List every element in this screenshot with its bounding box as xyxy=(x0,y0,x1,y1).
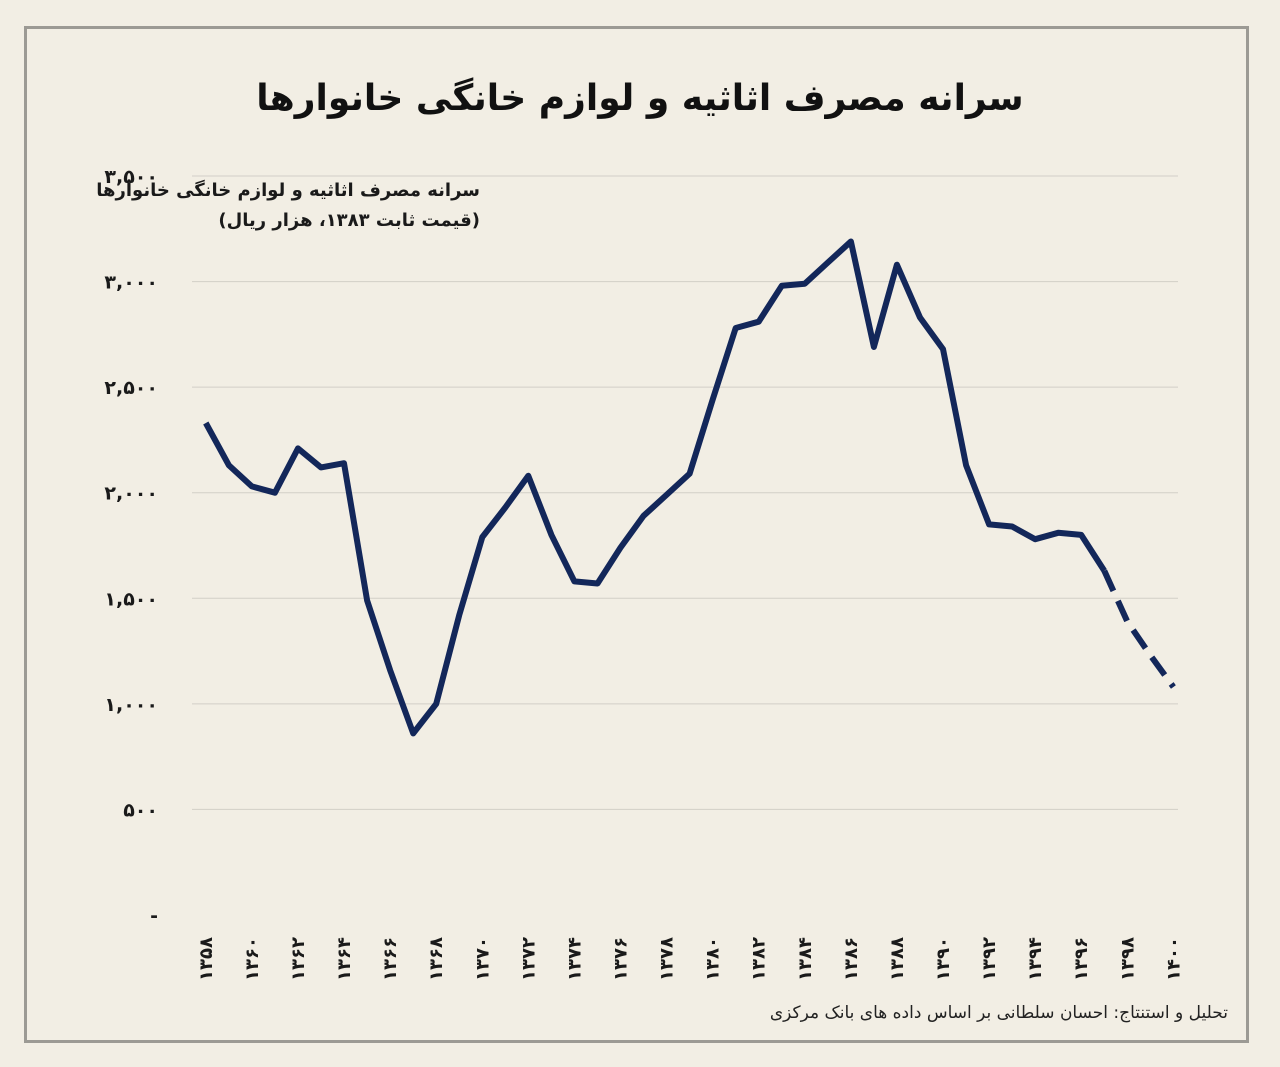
x-tick-label: ۱۳۸۶ xyxy=(841,937,862,981)
x-tick-label: ۱۳۶۰ xyxy=(242,937,263,981)
x-tick-label: ۱۴۰۰ xyxy=(1163,937,1184,981)
y-tick-label: ۵۰۰ xyxy=(123,799,158,821)
source-note: تحلیل و استنتاج: احسان سلطانی بر اساس دا… xyxy=(769,1003,1228,1023)
y-tick-label: ۳,۵۰۰ xyxy=(104,166,158,188)
y-tick-label: ۱,۵۰۰ xyxy=(104,588,158,610)
inner-label-line2: (قیمت ثابت ۱۳۸۳، هزار ریال) xyxy=(218,210,480,231)
x-tick-label: ۱۳۷۰ xyxy=(472,937,493,981)
x-tick-label: ۱۳۸۸ xyxy=(887,937,908,981)
x-tick-label: ۱۳۹۸ xyxy=(1117,937,1138,981)
series-line-dashed xyxy=(1101,569,1176,689)
y-tick-label: ۲,۵۰۰ xyxy=(104,377,158,399)
y-tick-label: - xyxy=(150,905,158,927)
x-tick-label: ۱۳۹۲ xyxy=(979,937,1000,981)
x-tick-label: ۱۳۸۰ xyxy=(703,937,724,981)
chart-frame xyxy=(24,26,1249,1043)
inner-label-line1: سرانه مصرف اثاثیه و لوازم خانگی خانوارها xyxy=(96,180,480,201)
x-tick-label: ۱۳۸۴ xyxy=(795,937,816,981)
y-tick-label: ۳,۰۰۰ xyxy=(104,272,158,294)
x-tick-label: ۱۳۹۶ xyxy=(1071,937,1092,981)
x-tick-label: ۱۳۷۴ xyxy=(564,937,585,981)
x-tick-label: ۱۳۹۰ xyxy=(933,937,954,981)
y-tick-label: ۲,۰۰۰ xyxy=(104,483,158,505)
x-tick-label: ۱۳۶۸ xyxy=(426,937,447,981)
series-line xyxy=(203,238,1107,737)
chart-inner-label: سرانه مصرف اثاثیه و لوازم خانگی خانوارها… xyxy=(96,176,480,236)
x-tick-label: ۱۳۹۴ xyxy=(1025,937,1046,981)
x-tick-label: ۱۳۶۴ xyxy=(334,937,355,981)
x-tick-label: ۱۳۸۲ xyxy=(749,937,770,981)
x-tick-label: ۱۳۷۶ xyxy=(610,937,631,981)
x-tick-label: ۱۳۶۲ xyxy=(288,937,309,981)
x-tick-label: ۱۳۶۶ xyxy=(380,937,401,981)
x-tick-label: ۱۳۷۸ xyxy=(657,937,678,981)
y-tick-label: ۱,۰۰۰ xyxy=(104,694,158,716)
x-tick-label: ۱۳۵۸ xyxy=(196,937,217,981)
chart-title: سرانه مصرف اثاثیه و لوازم خانگی خانوارها xyxy=(256,78,1024,119)
x-tick-label: ۱۳۷۲ xyxy=(518,937,539,981)
